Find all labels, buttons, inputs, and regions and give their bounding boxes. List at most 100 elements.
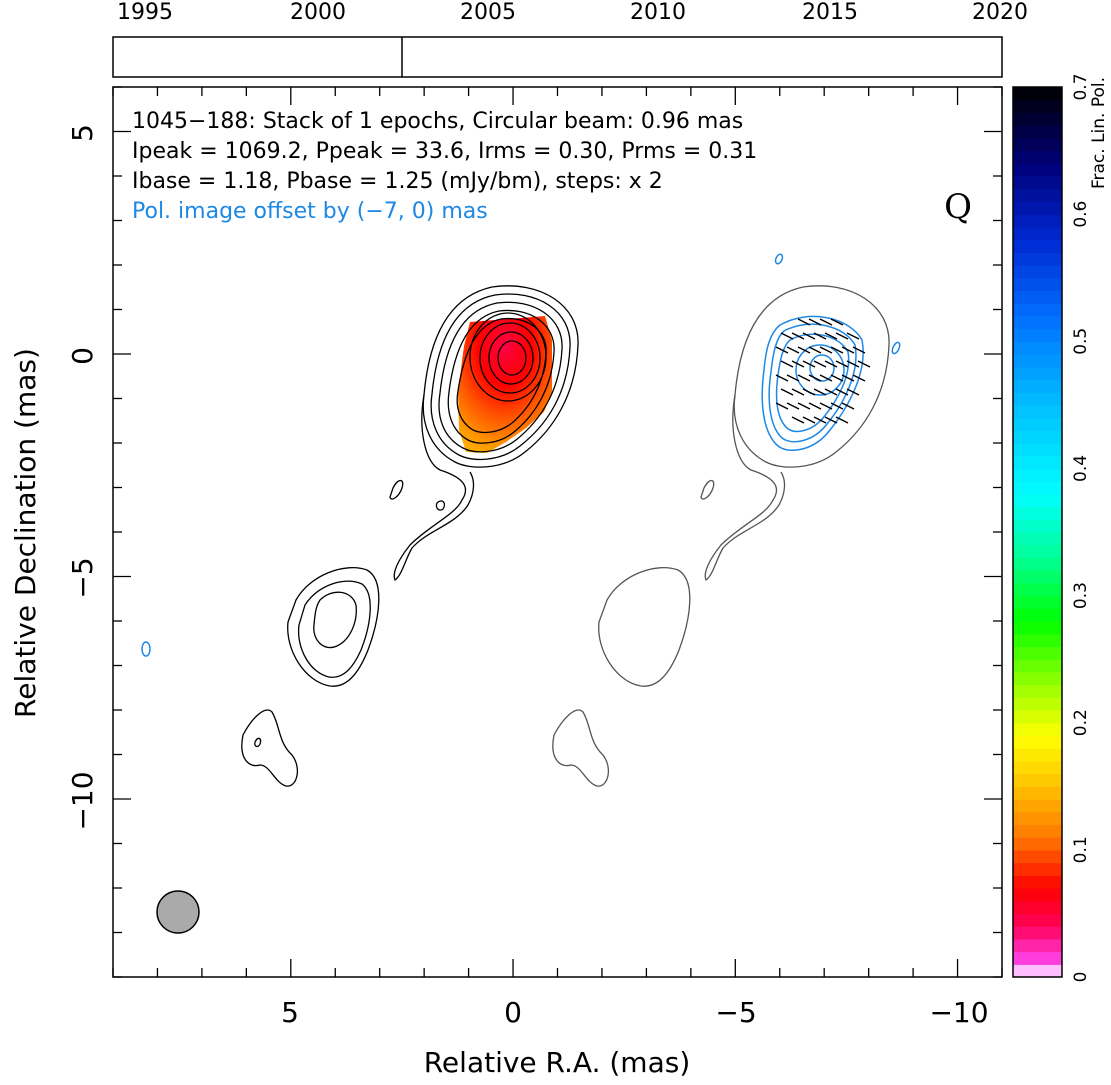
evpa-tick — [786, 402, 800, 410]
evpa-tick — [786, 374, 800, 382]
evpa-tick — [846, 360, 860, 368]
timeline-year-2010: 2010 — [630, 0, 686, 25]
colorbar-step — [1013, 659, 1062, 673]
evpa-tick — [775, 346, 789, 354]
pol-contour-level-3 — [775, 333, 850, 433]
evpa-tick — [808, 402, 822, 410]
timeline-year-2005: 2005 — [460, 0, 516, 25]
contour-core-level-2 — [430, 293, 571, 461]
colorbar-step — [1013, 417, 1062, 431]
x-tick-label-5: 5 — [281, 996, 299, 1029]
evpa-tick — [824, 416, 838, 424]
intensity-contours — [241, 285, 579, 787]
contour-core-level-4 — [447, 309, 555, 444]
beam-circle — [156, 890, 200, 934]
colorbar-tick-label: 0.7 — [1071, 73, 1091, 100]
shifted-contour-outer-blob — [552, 709, 610, 787]
evpa-tick — [802, 332, 816, 340]
timeline-year-2000: 2000 — [290, 0, 346, 25]
colorbar-step — [1013, 468, 1062, 482]
colorbar-step — [1013, 633, 1062, 648]
colorbar-step — [1013, 481, 1062, 495]
evpa-tick — [841, 402, 855, 410]
timeline-year-1995: 1995 — [117, 0, 173, 25]
colorbar-step — [1013, 735, 1062, 749]
evpa-tick — [791, 388, 805, 396]
colorbar-step — [1013, 315, 1062, 330]
colorbar-step — [1013, 710, 1062, 724]
colorbar-step — [1013, 125, 1062, 139]
y-axis-label: Relative Declination (mas) — [9, 348, 42, 718]
colorbar-step — [1013, 176, 1062, 190]
evpa-tick — [835, 360, 849, 368]
evpa-tick — [791, 416, 805, 424]
evpa-tick — [813, 416, 827, 424]
colorbar-step — [1013, 366, 1062, 381]
colorbar-step — [1013, 303, 1062, 317]
evpa-tick — [830, 318, 844, 326]
contour-outer-blob — [241, 709, 299, 787]
colorbar-step — [1013, 265, 1062, 279]
evpa-tick — [852, 374, 866, 382]
evpa-tick — [846, 388, 860, 396]
evpa-tick — [780, 360, 794, 368]
colorbar-step — [1013, 430, 1062, 444]
colorbar-step — [1013, 226, 1062, 241]
contour-knot-dot — [435, 500, 446, 511]
contour-lobe-mid — [297, 580, 371, 678]
colorbar-step — [1013, 595, 1062, 609]
shifted-contour-jet — [704, 394, 786, 581]
colorbar-step — [1013, 760, 1062, 775]
colorbar-tick-label: 0 — [1071, 972, 1091, 983]
colorbar-frame — [1012, 86, 1063, 978]
colorbar-step — [1013, 570, 1062, 584]
evpa-tick — [824, 388, 838, 396]
timeline-box — [112, 36, 1003, 78]
shifted-contour-core — [733, 285, 890, 468]
evpa-tick — [775, 402, 789, 410]
colorbar-step — [1013, 328, 1062, 342]
colorbar-step — [1013, 354, 1062, 368]
polarization-contours — [141, 253, 901, 657]
contour-core-level-9 — [497, 340, 527, 376]
y-tick-label-0: 0 — [66, 347, 99, 365]
colorbar-step — [1013, 455, 1062, 470]
contour-core-level-7 — [479, 322, 541, 394]
y-tick-label-neg5: −5 — [66, 557, 99, 598]
colorbar-step — [1013, 252, 1062, 266]
evpa-tick — [813, 388, 827, 396]
evpa-vectors — [775, 318, 871, 424]
evpa-tick — [786, 346, 800, 354]
evpa-tick — [830, 346, 844, 354]
evpa-tick — [802, 416, 816, 424]
evpa-tick — [775, 374, 789, 382]
colorbar-tick-label: 0.4 — [1071, 455, 1091, 482]
header: 1045−188: Stack of 1 epochs, Circular be… — [132, 109, 972, 227]
contour-lobe-inner — [313, 591, 357, 649]
shifted-intensity-contours — [552, 285, 890, 787]
colorbar-step — [1013, 99, 1062, 114]
colorbar-step — [1013, 277, 1062, 292]
colorbar-step — [1013, 849, 1062, 864]
header-line-3: Ibase = 1.18, Pbase = 1.25 (mJy/bm), ste… — [132, 169, 663, 194]
colorbar-step — [1013, 493, 1062, 508]
pol-contour-spot-top — [774, 253, 784, 265]
timeline: 1995 2000 2005 2010 2015 2020 — [112, 0, 1028, 78]
colorbar-step — [1013, 239, 1062, 253]
colorbar-step — [1013, 532, 1062, 546]
pol-contour-level-2 — [768, 323, 857, 443]
colorbar-tick-label: 0.6 — [1071, 201, 1091, 228]
evpa-tick — [819, 374, 833, 382]
colorbar-step — [1013, 87, 1062, 101]
colorbar-step — [1013, 875, 1062, 889]
colorbar-step — [1013, 608, 1062, 622]
header-line-4: Pol. image offset by (−7, 0) mas — [132, 199, 488, 224]
header-line-2: Ipeak = 1069.2, Ppeak = 33.6, Irms = 0.3… — [132, 139, 757, 164]
colorbar-step — [1013, 684, 1062, 698]
colorbar-step — [1013, 582, 1062, 597]
colorbar-tick-label: 0.3 — [1071, 582, 1091, 609]
axis-ticks — [112, 86, 1003, 978]
contour-jet — [393, 394, 475, 581]
colorbar-step — [1013, 824, 1062, 838]
evpa-tick — [824, 360, 838, 368]
